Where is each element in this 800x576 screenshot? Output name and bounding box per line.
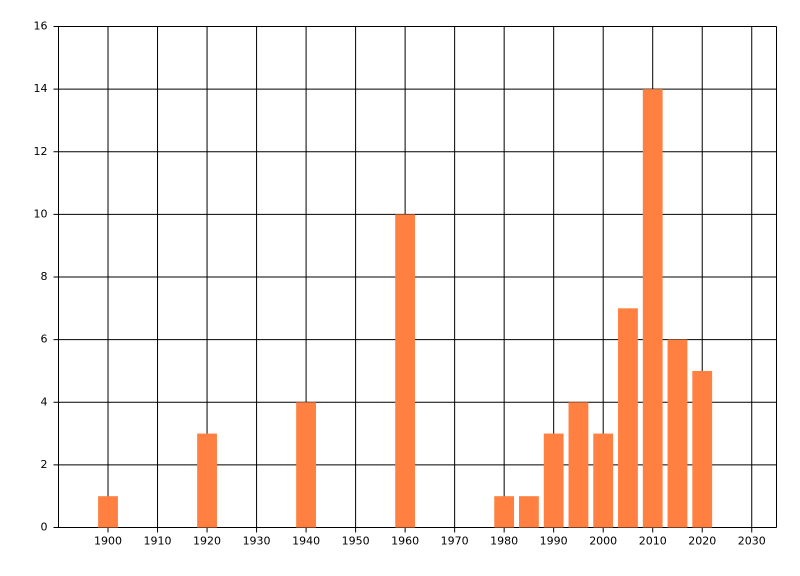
bar (568, 402, 589, 528)
x-tick-label: 2000 (589, 535, 617, 548)
bar (692, 370, 713, 528)
x-tick-label: 1960 (391, 535, 419, 548)
x-tick-label: 1930 (243, 535, 271, 548)
x-tick-label: 1920 (193, 535, 221, 548)
y-tick-label: 2 (41, 458, 48, 471)
y-tick-label: 0 (41, 521, 48, 534)
x-tick-label: 2030 (738, 535, 766, 548)
bar (543, 433, 564, 528)
bar (642, 89, 663, 528)
bar (519, 496, 539, 528)
y-tick-label: 8 (41, 270, 48, 283)
bar (98, 496, 118, 528)
bar (395, 214, 416, 528)
y-tick-label: 16 (34, 20, 48, 33)
y-tick-label: 14 (34, 82, 48, 95)
y-tick-label: 6 (41, 333, 48, 346)
x-tick-label: 1900 (94, 535, 122, 548)
bar (618, 308, 638, 528)
x-tick-label: 2020 (688, 535, 716, 548)
x-tick-label: 2010 (639, 535, 667, 548)
y-tick-label: 12 (34, 145, 48, 158)
x-tick-label: 1990 (540, 535, 568, 548)
x-tick-label: 1950 (342, 535, 370, 548)
x-tick-label: 1940 (292, 535, 320, 548)
y-tick-label: 4 (41, 395, 48, 408)
bar (593, 433, 614, 528)
bar (667, 339, 688, 528)
x-tick-label: 1980 (490, 535, 518, 548)
x-tick-label: 1970 (441, 535, 469, 548)
bar (197, 433, 217, 528)
bar (494, 496, 515, 528)
y-tick-label: 10 (34, 207, 48, 220)
x-tick-label: 1910 (144, 535, 172, 548)
bar (296, 402, 316, 528)
